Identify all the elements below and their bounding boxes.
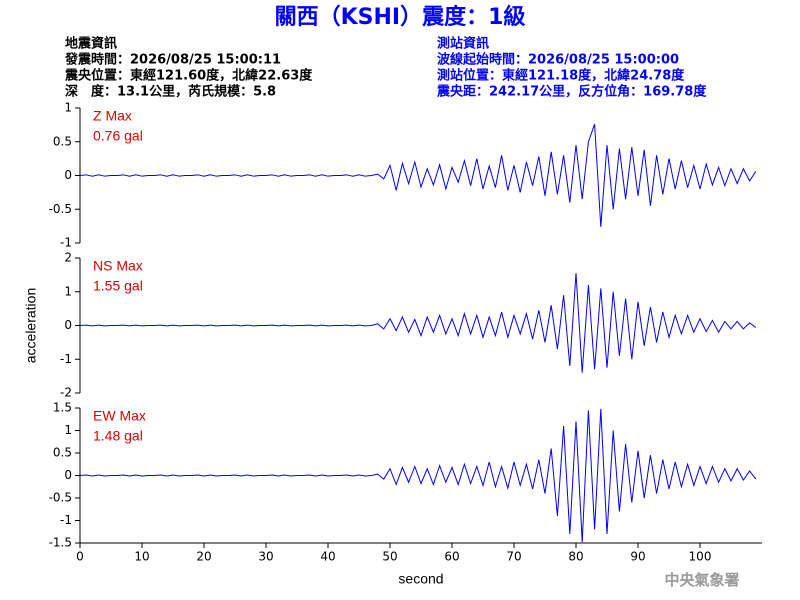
x-tick-label: 10 — [134, 550, 149, 564]
x-tick-label: 70 — [506, 550, 521, 564]
y-tick-label: 1 — [64, 423, 72, 437]
x-axis-label: second — [398, 571, 443, 587]
y-tick-label: 0.5 — [53, 446, 72, 460]
y-tick-label: 1.5 — [53, 401, 72, 415]
y-tick-label: -0.5 — [49, 491, 72, 505]
y-tick-label: 0 — [64, 168, 72, 182]
x-tick-label: 50 — [382, 550, 397, 564]
peak-annotation: 1.55 gal — [93, 278, 143, 294]
waveform — [79, 124, 757, 227]
y-tick-label: -0.5 — [49, 202, 72, 216]
watermark: 中央氣象署 — [664, 571, 739, 589]
y-tick-label: -2 — [60, 386, 72, 400]
y-tick-label: 0 — [64, 318, 72, 332]
waveform — [79, 273, 757, 373]
peak-annotation: 0.76 gal — [93, 128, 143, 144]
info-left: 地震資訊 — [65, 36, 117, 52]
y-tick-label: 1 — [64, 284, 72, 298]
x-tick-label: 40 — [320, 550, 335, 564]
info-right: 測站位置：東經121.18度，北緯24.78度 — [437, 68, 685, 84]
info-left: 深 度：13.1公里，芮氏規模：5.8 — [65, 84, 276, 100]
x-tick-label: 80 — [568, 550, 583, 564]
title: 關西（KSHI）震度：1級 — [275, 4, 526, 30]
x-tick-label: 100 — [689, 550, 712, 564]
y-tick-label: -1 — [60, 352, 72, 366]
y-tick-label: 1 — [64, 101, 72, 115]
peak-annotation: 1.48 gal — [93, 428, 143, 444]
info-right: 測站資訊 — [437, 36, 489, 52]
peak-annotation: NS Max — [93, 258, 143, 274]
x-tick-label: 30 — [258, 550, 273, 564]
x-tick-label: 0 — [76, 550, 84, 564]
waveform — [79, 408, 757, 543]
y-tick-label: -1 — [60, 513, 72, 527]
y-tick-label: 2 — [64, 251, 72, 265]
peak-annotation: EW Max — [93, 408, 146, 424]
info-right: 波線起始時間：2026/08/25 15:00:00 — [437, 52, 679, 68]
y-tick-label: -1 — [60, 236, 72, 250]
y-axis-label: acceleration — [23, 288, 39, 364]
peak-annotation: Z Max — [93, 108, 132, 124]
info-left: 震央位置：東經121.60度，北緯22.63度 — [64, 68, 313, 84]
info-left: 發震時間：2026/08/25 15:00:11 — [64, 52, 281, 68]
y-tick-label: 0 — [64, 468, 72, 482]
x-tick-label: 90 — [630, 550, 645, 564]
x-tick-label: 20 — [196, 550, 211, 564]
y-tick-label: -1.5 — [49, 536, 72, 550]
y-tick-label: 0.5 — [53, 134, 72, 148]
x-tick-label: 60 — [444, 550, 459, 564]
info-right: 震央距：242.17公里，反方位角：169.78度 — [436, 84, 707, 100]
